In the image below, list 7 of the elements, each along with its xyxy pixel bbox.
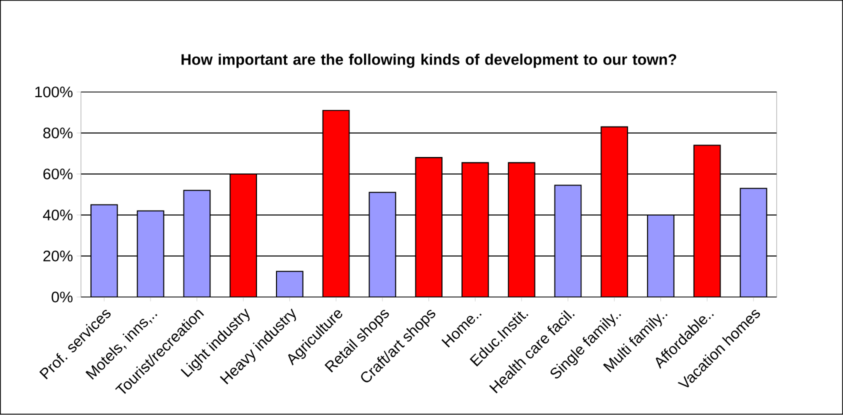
y-tick-label: 0% — [52, 292, 73, 303]
chart-title: How important are the following kinds of development to our town? — [182, 54, 676, 68]
y-tick-label: 80% — [43, 128, 73, 139]
y-tick-label: 40% — [42, 210, 73, 221]
y-tick-label: 60% — [43, 168, 73, 180]
y-tick-label: 20% — [43, 250, 73, 262]
y-tick-label: 100% — [35, 86, 73, 98]
